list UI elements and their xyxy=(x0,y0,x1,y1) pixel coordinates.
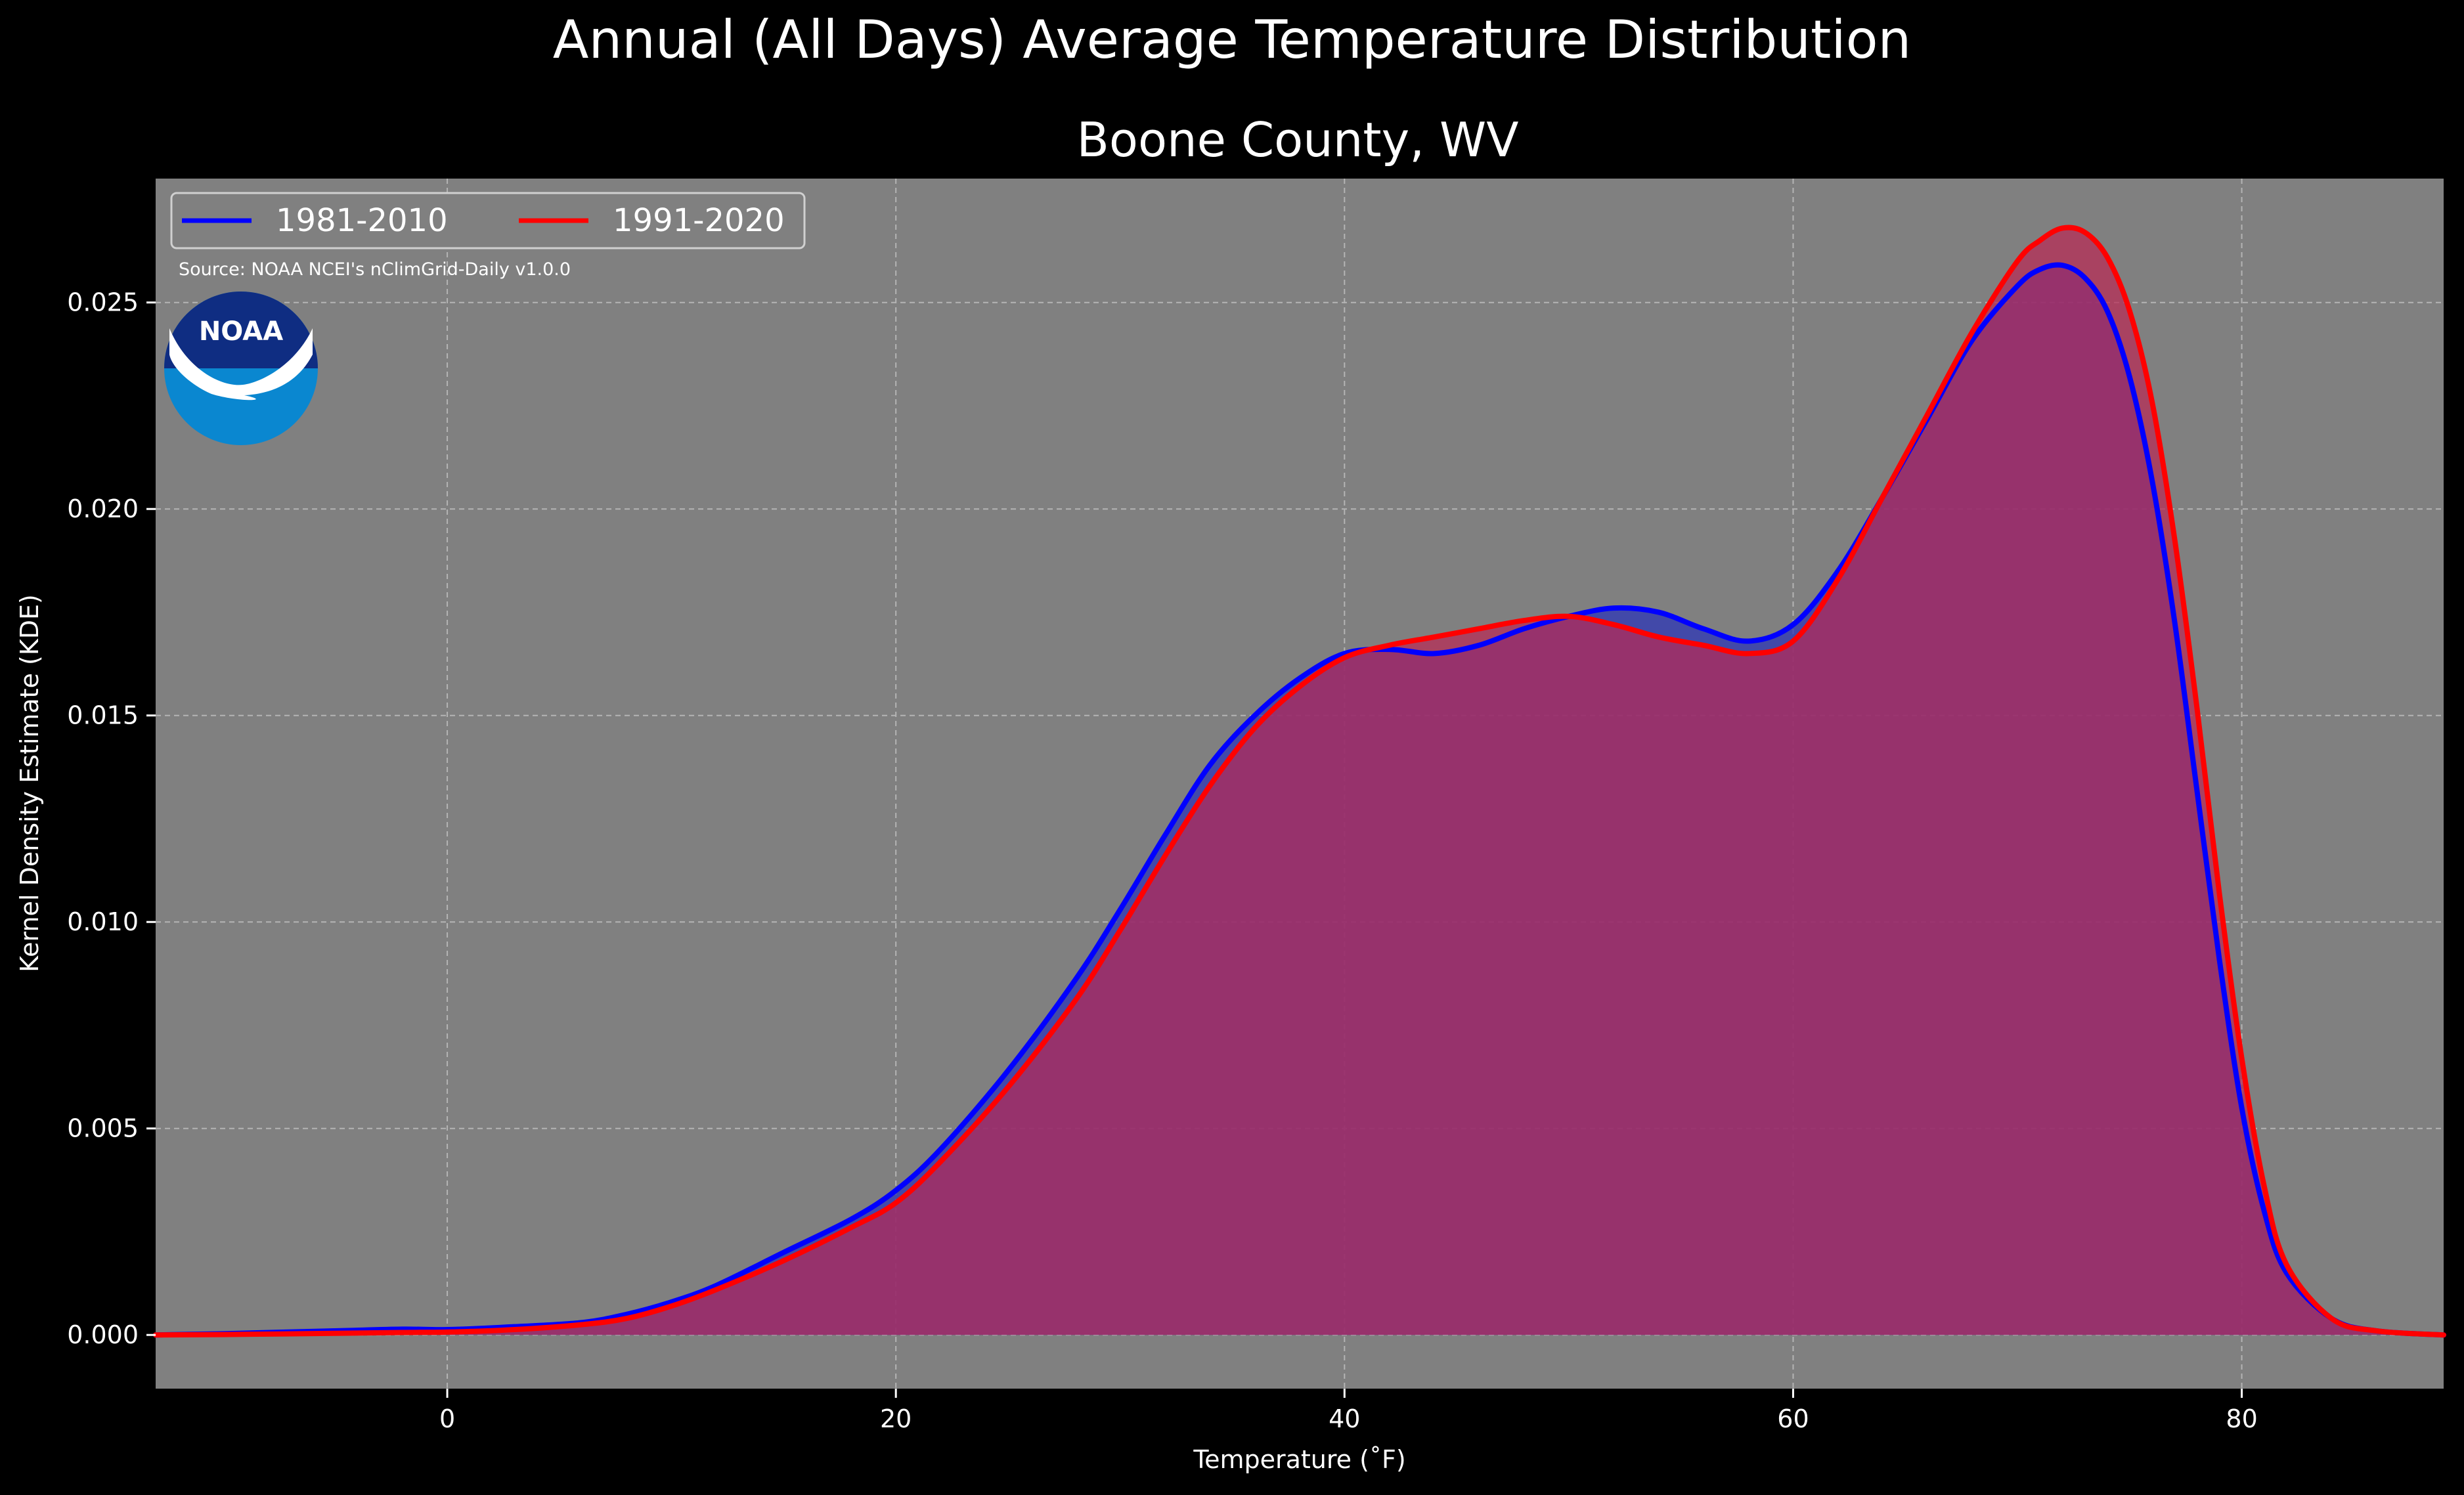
legend: 1981-2010 1991-2020 xyxy=(170,192,806,249)
series-line-1991-2020 xyxy=(153,225,2446,1338)
series-lines xyxy=(153,225,2446,1338)
y-tick-label: 0.015 xyxy=(67,701,139,730)
y-tick-label: 0.000 xyxy=(67,1320,139,1349)
source-note: Source: NOAA NCEI's nClimGrid-Daily v1.0… xyxy=(179,259,571,280)
x-axis-label: Temperature (˚F) xyxy=(1193,1445,1405,1474)
series-fills xyxy=(156,227,2444,1335)
x-tick-label: 0 xyxy=(439,1404,455,1433)
axes: 0 20 40 60 80 0.000 0.005 0.010 0.015 0.020 0.025 xyxy=(67,288,2258,1433)
x-tick-label: 20 xyxy=(880,1404,912,1433)
y-tick-label: 0.025 xyxy=(67,288,139,317)
y-tick-label: 0.010 xyxy=(67,907,139,936)
x-tick-label: 60 xyxy=(1777,1404,1809,1433)
legend-box xyxy=(170,192,806,249)
legend-label-1981-2010: 1981-2010 xyxy=(276,202,448,239)
y-axis-label: Kernel Density Estimate (KDE) xyxy=(15,594,44,972)
x-tick-label: 80 xyxy=(2226,1404,2257,1433)
x-tick-label: 40 xyxy=(1329,1404,1360,1433)
y-tick-label: 0.005 xyxy=(67,1114,139,1143)
noaa-logo-text: NOAA xyxy=(199,316,283,347)
chart-title: Annual (All Days) Average Temperature Di… xyxy=(553,9,1911,70)
noaa-logo: NOAA xyxy=(164,292,318,445)
chart-subtitle: Boone County, WV xyxy=(1077,112,1519,167)
series-fill-1991-2020 xyxy=(156,227,2444,1335)
legend-label-1991-2020: 1991-2020 xyxy=(613,202,785,239)
y-tick-label: 0.020 xyxy=(67,494,139,523)
